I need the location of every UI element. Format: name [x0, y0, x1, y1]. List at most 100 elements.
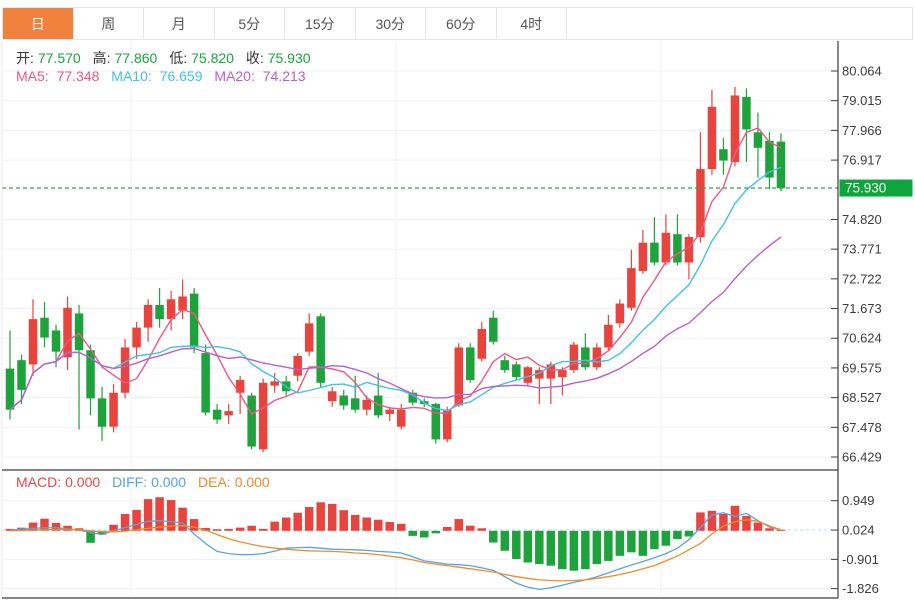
macd-bar — [235, 527, 245, 531]
candle-body — [765, 140, 774, 178]
tab-week[interactable]: 周 — [74, 8, 144, 39]
macd-bar — [661, 530, 671, 546]
tab-4hour[interactable]: 4时 — [497, 8, 567, 39]
macd-bar — [765, 528, 774, 531]
candle-body — [707, 106, 717, 170]
candle-body — [109, 392, 118, 427]
macd-bar — [742, 515, 751, 531]
candle-body — [661, 232, 671, 263]
candle-body — [627, 268, 636, 308]
macd-bar — [51, 522, 61, 531]
ma10-label: MA10: — [111, 68, 152, 84]
last-price-tag: 75.930 — [839, 179, 913, 197]
axis-label: 69.575 — [842, 360, 882, 375]
macd-readout-row: MACD: 0.000 DIFF: 0.000 DEA: 0.000 — [16, 474, 278, 490]
candle-body — [431, 404, 441, 440]
candle-body — [753, 132, 763, 148]
macd-bar — [258, 528, 268, 531]
candle-body — [51, 330, 61, 352]
macd-bar — [592, 530, 602, 565]
tab-30min[interactable]: 30分 — [356, 8, 426, 39]
macd-bar — [673, 530, 682, 540]
macd-bar — [339, 510, 348, 531]
open-label: 开: — [16, 50, 34, 66]
chart-frame — [1, 41, 839, 599]
low-label: 低: — [169, 50, 188, 66]
macd-bar — [270, 521, 279, 531]
ma5-line — [9, 127, 782, 415]
macd-bar — [201, 527, 210, 531]
macd-bar — [224, 528, 233, 531]
axis-label: 71.673 — [842, 301, 882, 316]
tab-5min[interactable]: 5分 — [215, 8, 285, 39]
close-value: 75.930 — [267, 50, 311, 66]
candle-body — [730, 95, 740, 162]
candle-body — [604, 324, 613, 348]
ma-readout-row: MA5: 77.348 MA10: 76.659 MA20: 74.213 — [16, 68, 314, 84]
tab-day[interactable]: 日 — [3, 8, 74, 39]
macd-bar — [396, 523, 406, 531]
gridline-layer — [2, 41, 838, 598]
candle-body — [581, 347, 590, 368]
candle-body — [546, 364, 556, 379]
high-value: 77.860 — [114, 50, 158, 66]
macd-bar — [650, 530, 659, 550]
dea-label: DEA: — [198, 474, 231, 490]
axis-label: 68.527 — [842, 390, 882, 405]
timeframe-tab-bar: 日周月 5分 15分 30分 60分 4时 — [2, 7, 913, 40]
candle-body — [408, 392, 417, 403]
price-axis-labels: 80.064 79.015 77.966 76.917 74.820 73.771 72.7… — [831, 64, 882, 465]
candle-body — [339, 395, 348, 406]
candle-body — [535, 370, 544, 379]
candle-body — [86, 350, 95, 399]
macd-bar — [132, 509, 141, 531]
candle-body — [17, 360, 26, 390]
candle-body — [396, 409, 406, 427]
macd-bar — [109, 524, 118, 531]
candle-body — [132, 327, 141, 348]
ma5-label: MA5: — [16, 68, 49, 84]
ma5-value: 77.348 — [56, 68, 100, 84]
axis-label: 67.478 — [842, 420, 882, 435]
candle-body — [258, 382, 268, 450]
axis-label: 72.722 — [842, 271, 882, 286]
candle-body — [684, 237, 694, 263]
macd-bar — [420, 530, 429, 538]
candle-body — [350, 398, 360, 410]
macd-bar — [719, 514, 728, 531]
close-label: 收: — [245, 50, 264, 66]
macd-bar — [581, 530, 590, 570]
candle-body — [40, 317, 49, 338]
macd-bar — [86, 530, 95, 543]
tab-60min[interactable]: 60分 — [426, 8, 497, 39]
macd-bar — [477, 528, 487, 531]
candle-body — [201, 353, 210, 413]
ma10-value: 76.659 — [159, 68, 203, 84]
axis-label: 80.064 — [842, 64, 882, 79]
macd-bar — [489, 530, 498, 543]
axis-label: 73.771 — [842, 242, 882, 257]
macd-bar — [431, 530, 441, 534]
ma20-line — [9, 236, 782, 411]
axis-label: 70.624 — [842, 331, 882, 346]
candle-body — [443, 409, 452, 440]
candle-body — [362, 399, 371, 410]
candlestick-layer — [5, 86, 786, 453]
candle-body — [166, 299, 176, 320]
macd-bar — [546, 530, 556, 566]
macd-bar — [327, 503, 337, 531]
tab-15min[interactable]: 15分 — [285, 8, 356, 39]
macd-bar — [247, 525, 256, 531]
macd-bar — [604, 530, 613, 561]
macd-bar — [707, 510, 717, 531]
macd-bar — [627, 530, 636, 553]
last-price-tag-label: 75.930 — [845, 181, 886, 196]
candle-body — [500, 360, 510, 371]
candle-body — [143, 304, 153, 328]
macd-value: 0.000 — [65, 474, 101, 490]
macd-bar — [684, 530, 694, 537]
tab-month[interactable]: 月 — [144, 8, 215, 39]
dea-line — [9, 519, 782, 582]
